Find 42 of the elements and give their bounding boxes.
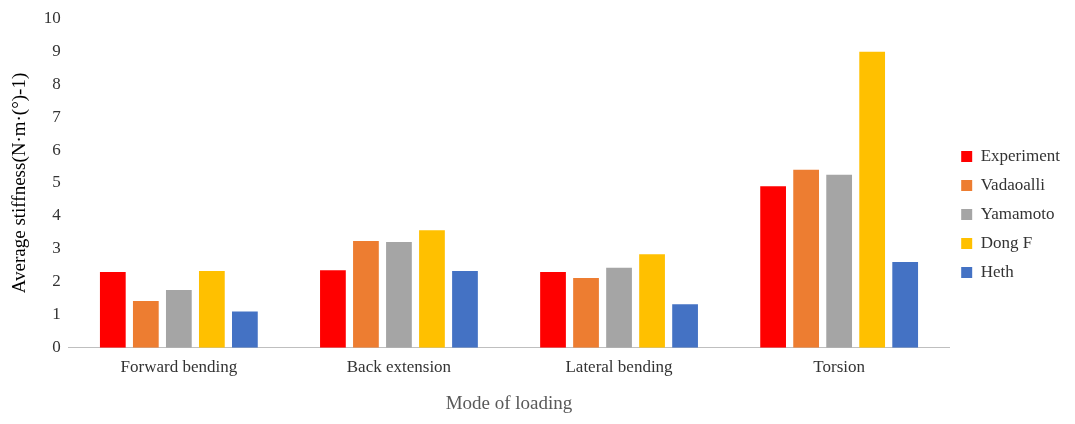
bar [826, 174, 853, 348]
x-tick-label: Torsion [813, 357, 866, 377]
y-tick-label: 8 [52, 73, 61, 93]
y-tick-label: 0 [52, 337, 61, 357]
y-tick-label: 7 [52, 106, 62, 126]
bar [793, 169, 820, 348]
bar [320, 270, 346, 348]
x-axis-title: Mode of loading [445, 391, 573, 413]
bar [892, 262, 919, 348]
bar [99, 271, 126, 348]
y-tick-label: 9 [52, 40, 61, 60]
x-tick-label: Lateral bending [565, 357, 674, 377]
bar [573, 277, 599, 348]
y-tick-label: 1 [52, 304, 61, 324]
bar [419, 230, 445, 348]
legend-label: Vadaoalli [980, 174, 1046, 194]
bar [353, 241, 379, 348]
bar [386, 242, 412, 348]
legend-label: Experiment [980, 145, 1061, 165]
bar [672, 304, 698, 348]
bar [232, 311, 258, 348]
legend-label: Yamamoto [980, 203, 1055, 223]
y-tick-label: 2 [52, 271, 61, 291]
y-tick-label: 4 [52, 205, 62, 225]
bar [132, 301, 159, 348]
y-tick-label: 3 [52, 238, 61, 258]
bar [859, 51, 886, 348]
bar [639, 254, 665, 348]
y-axis-title: Average stiffness(N·m·(°)-1) [8, 72, 31, 294]
y-tick-label: 10 [43, 7, 61, 27]
bar [198, 271, 225, 348]
bar [760, 186, 786, 348]
bar [165, 290, 192, 348]
x-tick-label: Back extension [346, 357, 452, 377]
legend-label: Dong F [980, 232, 1033, 252]
legend-label: Heth [980, 261, 1015, 281]
y-tick-label: 5 [52, 172, 61, 192]
y-tick-label: 6 [52, 139, 61, 159]
bar [606, 267, 632, 348]
bar [452, 271, 478, 348]
bar [540, 271, 566, 348]
x-tick-label: Forward bending [120, 357, 238, 377]
